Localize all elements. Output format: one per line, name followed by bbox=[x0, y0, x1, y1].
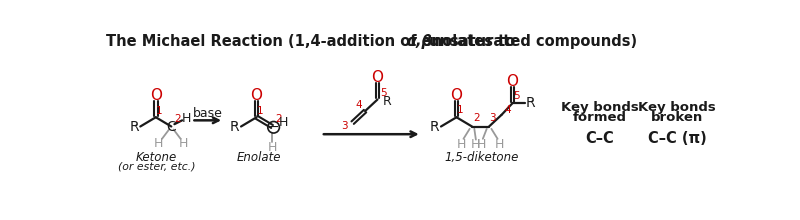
Text: (or ester, etc.): (or ester, etc.) bbox=[118, 161, 195, 172]
Text: H: H bbox=[457, 138, 466, 151]
Text: 1: 1 bbox=[155, 106, 162, 116]
Text: 3: 3 bbox=[342, 121, 348, 131]
Text: H: H bbox=[182, 112, 191, 125]
Text: O: O bbox=[450, 88, 462, 103]
Text: O: O bbox=[506, 74, 518, 89]
Text: C–C: C–C bbox=[586, 130, 614, 146]
Text: H: H bbox=[267, 141, 277, 154]
Text: unsaturated compounds): unsaturated compounds) bbox=[424, 34, 637, 49]
Text: O: O bbox=[371, 70, 383, 86]
Text: Enolate: Enolate bbox=[237, 151, 281, 164]
Text: Key bonds: Key bonds bbox=[638, 101, 716, 114]
Text: R: R bbox=[526, 96, 536, 110]
Text: R: R bbox=[230, 119, 240, 134]
Text: R: R bbox=[430, 119, 440, 134]
Text: O: O bbox=[250, 88, 262, 103]
Text: 4: 4 bbox=[504, 105, 511, 115]
Text: H: H bbox=[179, 137, 188, 150]
Text: 1: 1 bbox=[256, 106, 263, 116]
Text: 2: 2 bbox=[174, 114, 181, 124]
Text: 2: 2 bbox=[474, 113, 480, 123]
Text: H: H bbox=[477, 138, 486, 151]
Text: H: H bbox=[154, 137, 163, 150]
Text: R: R bbox=[130, 119, 139, 134]
Text: H: H bbox=[471, 138, 481, 152]
Text: 1: 1 bbox=[457, 105, 464, 115]
Text: The Michael Reaction (1,4-addition of enolates to: The Michael Reaction (1,4-addition of en… bbox=[106, 34, 521, 49]
Text: Key bonds: Key bonds bbox=[561, 101, 638, 114]
Text: H: H bbox=[495, 138, 505, 151]
Text: broken: broken bbox=[651, 111, 703, 124]
Text: Ketone: Ketone bbox=[136, 151, 178, 164]
Text: R: R bbox=[382, 95, 391, 108]
Text: 5: 5 bbox=[513, 92, 519, 101]
Text: α,β: α,β bbox=[406, 34, 432, 49]
Text: 5: 5 bbox=[380, 88, 387, 98]
Text: C: C bbox=[166, 119, 176, 134]
Text: 4: 4 bbox=[355, 100, 362, 110]
Text: H: H bbox=[279, 116, 288, 129]
Text: −: − bbox=[268, 121, 279, 134]
Text: O: O bbox=[150, 88, 162, 103]
Text: 2: 2 bbox=[275, 114, 282, 124]
Text: formed: formed bbox=[573, 111, 627, 124]
Text: base: base bbox=[193, 107, 222, 120]
Text: 1,5-diketone: 1,5-diketone bbox=[444, 151, 518, 164]
Text: 3: 3 bbox=[490, 113, 496, 123]
Text: C–C (π): C–C (π) bbox=[648, 130, 706, 146]
